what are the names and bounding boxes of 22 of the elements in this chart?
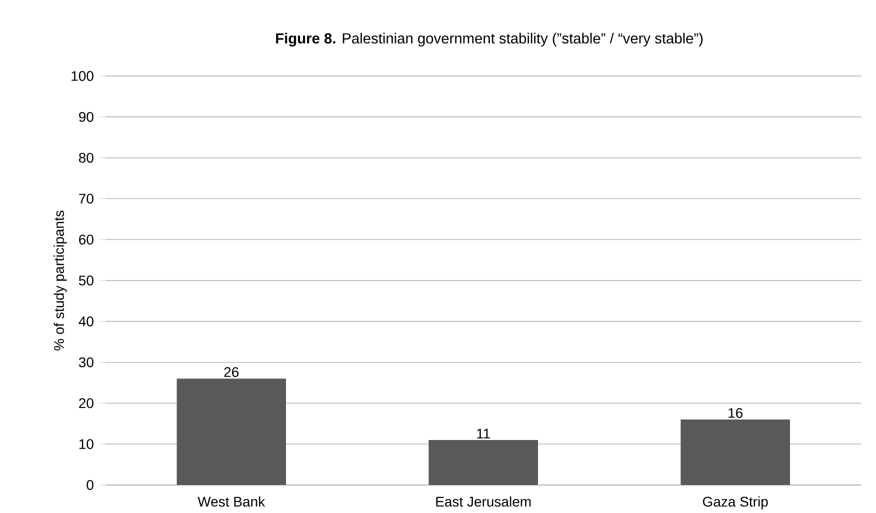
y-axis-title: % of study participants: [54, 210, 67, 350]
y-tick-label: 70: [79, 194, 94, 204]
data-label: 16: [728, 408, 742, 418]
y-tick-label: 30: [78, 357, 94, 368]
y-tick-label: 80: [78, 152, 94, 163]
y-tick-label: 100: [72, 71, 94, 81]
y-tick-label: 10: [79, 439, 94, 450]
bar: [176, 378, 286, 485]
x-tick-label: East Jerusalem: [436, 496, 531, 507]
bar: [680, 420, 790, 485]
y-tick-label: 40: [78, 316, 94, 326]
y-tick-label: 90: [79, 112, 94, 122]
x-tick-label: West Bank: [198, 496, 266, 507]
y-tick-label: 20: [79, 398, 94, 408]
y-tick-label: 0: [86, 480, 94, 490]
y-tick-label: 60: [79, 234, 94, 245]
chart-title: Figure 8. Palestinian government stability (”stable” / “very stable”): [276, 32, 703, 47]
bar: [428, 440, 538, 485]
x-tick-label: Gaza Strip: [702, 496, 768, 510]
data-label: 26: [224, 367, 239, 378]
y-tick-label: 50: [78, 276, 94, 286]
data-label: 11: [477, 428, 490, 438]
